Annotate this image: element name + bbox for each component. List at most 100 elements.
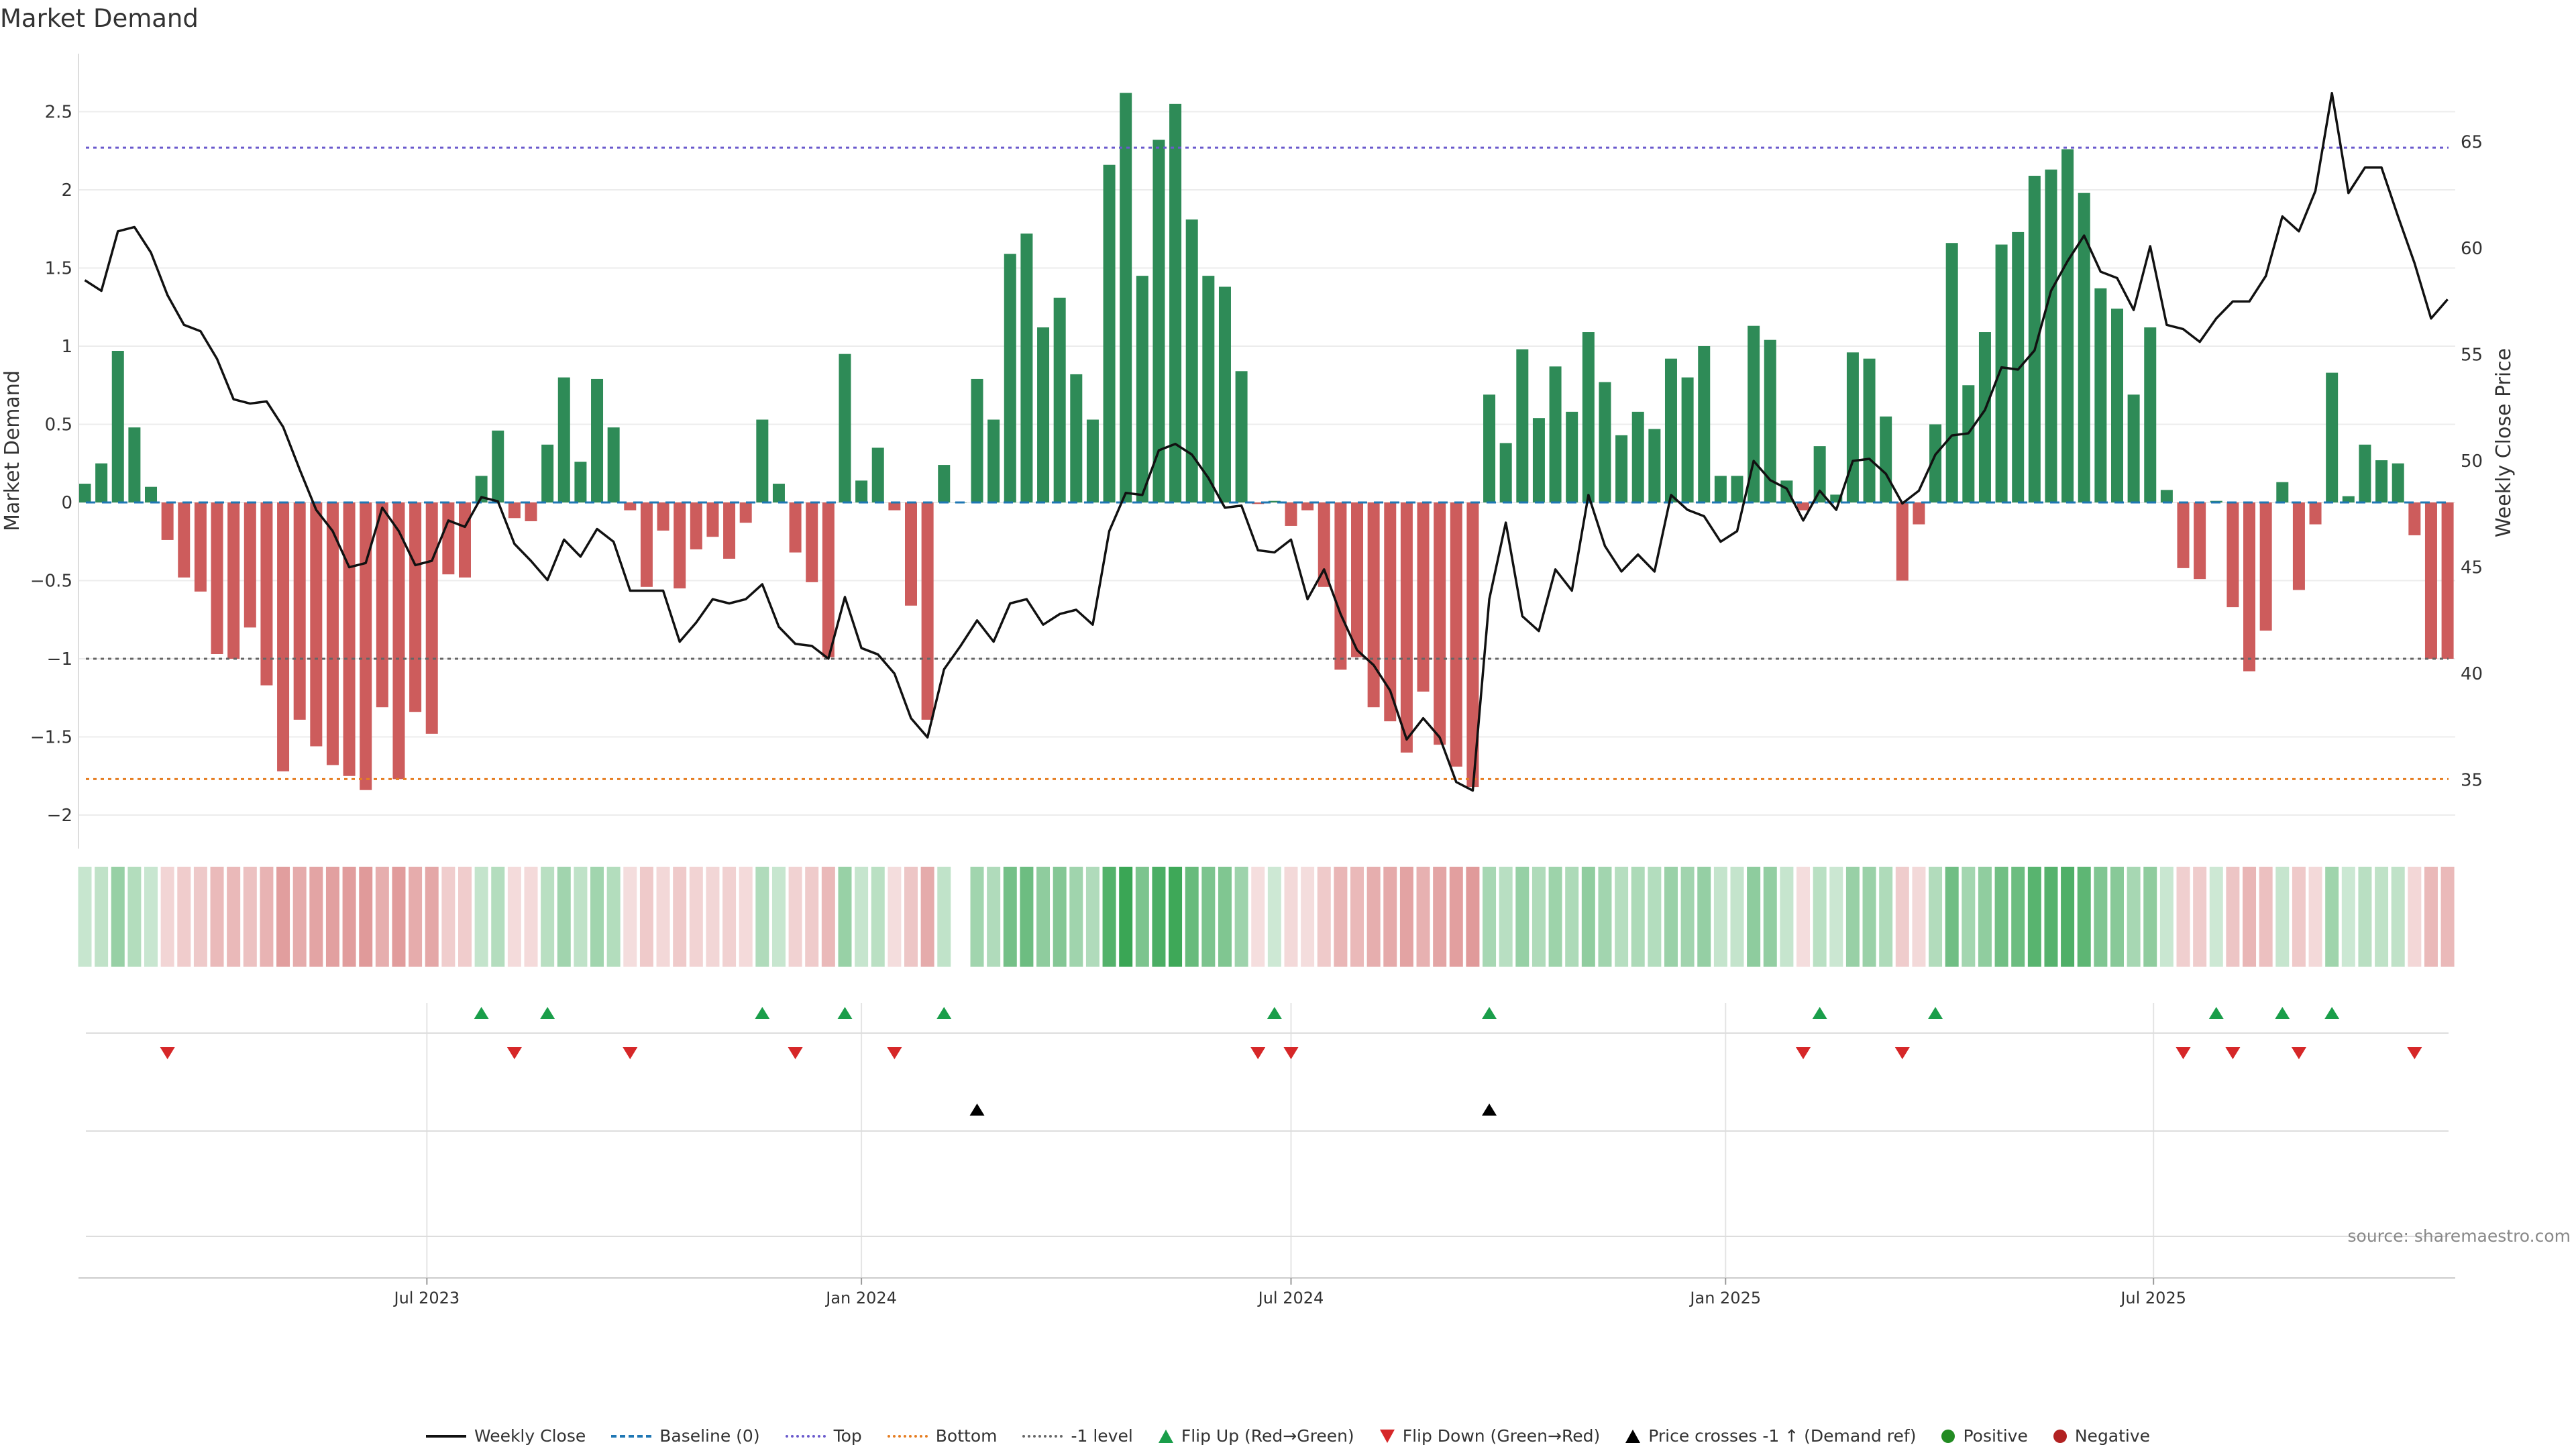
heatmap-cell	[888, 867, 902, 967]
demand-bar-positive	[1945, 243, 1958, 502]
heatmap-cell	[805, 867, 819, 967]
legend-label: Negative	[2074, 1426, 2151, 1446]
heatmap-cell	[1813, 867, 1827, 967]
heatmap-cell	[689, 867, 703, 967]
legend-label: -1 level	[1071, 1426, 1133, 1446]
demand-bar-positive	[1037, 327, 1050, 502]
demand-bar-negative	[1913, 502, 1925, 525]
demand-bar-positive	[2276, 482, 2289, 502]
demand-bar-positive	[971, 378, 983, 502]
legend-negative: Negative	[2053, 1426, 2150, 1446]
dot-icon	[1941, 1429, 1955, 1443]
heatmap-cell	[987, 867, 1001, 967]
flip-up-marker	[755, 1007, 770, 1019]
heatmap-cell	[1994, 867, 2008, 967]
demand-bar-positive	[1698, 346, 1711, 502]
flip-down-marker	[160, 1047, 175, 1059]
flip-up-marker	[474, 1007, 489, 1019]
demand-bar-negative	[2424, 502, 2437, 659]
heatmap-cell	[1895, 867, 1909, 967]
heatmap-cell	[409, 867, 423, 967]
demand-bar-positive	[1516, 349, 1529, 502]
heatmap-cell	[2176, 867, 2190, 967]
demand-bar-positive	[475, 476, 488, 502]
demand-bar-positive	[145, 486, 158, 502]
heatmap-cell	[1515, 867, 1529, 967]
demand-heatmap-strip	[78, 867, 2455, 967]
legend-label: Price crosses -1 ↑ (Demand ref)	[1648, 1426, 1917, 1446]
flip-up-marker	[1482, 1007, 1497, 1019]
heatmap-cell	[920, 867, 934, 967]
heatmap-cell	[2391, 867, 2405, 967]
heatmap-cell	[342, 867, 356, 967]
heatmap-cell	[755, 867, 769, 967]
dotted-swatch	[1022, 1434, 1063, 1438]
heatmap-cell	[1069, 867, 1083, 967]
y2-tick-label: 60	[2461, 239, 2483, 259]
demand-bar-positive	[557, 377, 570, 502]
flip-down-marker	[788, 1047, 803, 1059]
demand-bar-negative	[178, 502, 191, 578]
heatmap-cell	[425, 867, 439, 967]
heatmap-cell	[2440, 867, 2455, 967]
heatmap-cell	[1284, 867, 1298, 967]
heatmap-cell	[95, 867, 109, 967]
heatmap-cell	[1383, 867, 1397, 967]
demand-bar-negative	[525, 502, 537, 521]
y-tick-label: 1.5	[45, 259, 72, 279]
reference-lines	[86, 146, 2449, 780]
demand-bar-negative	[690, 502, 702, 549]
flip-down-marker	[887, 1047, 902, 1059]
heatmap-cell	[2094, 867, 2108, 967]
demand-bar-positive	[1004, 254, 1016, 502]
demand-bar-positive	[1648, 429, 1661, 502]
demand-bar-negative	[806, 502, 818, 582]
demand-bar-negative	[409, 502, 422, 712]
demand-bar-positive	[78, 484, 91, 502]
demand-bar-negative	[293, 502, 306, 720]
heatmap-cell	[1780, 867, 1794, 967]
heatmap-cell	[458, 867, 472, 967]
heatmap-cell	[1483, 867, 1497, 967]
y-tick-label: 0.5	[45, 415, 72, 435]
y-axis-label: Market Demand	[1, 370, 24, 531]
heatmap-cell	[1713, 867, 1727, 967]
legend-minus-one: -1 level	[1022, 1426, 1133, 1446]
demand-bar-negative	[425, 502, 438, 734]
weekly-close-line	[84, 92, 2449, 792]
heatmap-cell	[1499, 867, 1513, 967]
y-tick-label: −1.5	[30, 728, 72, 748]
heatmap-cell	[2259, 867, 2273, 967]
heatmap-cell	[2341, 867, 2355, 967]
heatmap-cell	[1399, 867, 1413, 967]
heatmap-cell	[1053, 867, 1067, 967]
line-swatch	[425, 1434, 466, 1438]
x-tick-label: Jan 2025	[1688, 1289, 1761, 1307]
heatmap-cell	[722, 867, 737, 967]
heatmap-cell	[2375, 867, 2389, 967]
price-cross-marker	[969, 1104, 985, 1116]
demand-bar-positive	[2094, 288, 2107, 502]
demand-bar-positive	[2392, 463, 2404, 502]
demand-bar-negative	[921, 502, 934, 720]
x-tick-label: Jul 2024	[1257, 1289, 1324, 1307]
heatmap-cell	[1267, 867, 1281, 967]
demand-bar-negative	[723, 502, 736, 559]
heatmap-cell	[1631, 867, 1645, 967]
heatmap-cell	[1697, 867, 1711, 967]
demand-bar-positive	[2045, 169, 2057, 502]
demand-bar-positive	[2160, 490, 2173, 502]
triangle-up-icon	[1625, 1429, 1641, 1443]
heatmap-cell	[1730, 867, 1744, 967]
heatmap-cell	[706, 867, 720, 967]
heatmap-cell	[855, 867, 869, 967]
y-tick-label: 0	[61, 493, 72, 513]
demand-bar-negative	[161, 502, 174, 540]
heatmap-cell	[904, 867, 918, 967]
demand-bar-negative	[624, 502, 637, 511]
heatmap-cell	[2325, 867, 2339, 967]
demand-bar-negative	[1285, 502, 1297, 526]
y2-tick-label: 50	[2461, 451, 2483, 472]
demand-bar-negative	[326, 502, 339, 765]
demand-bar-positive	[987, 419, 1000, 502]
